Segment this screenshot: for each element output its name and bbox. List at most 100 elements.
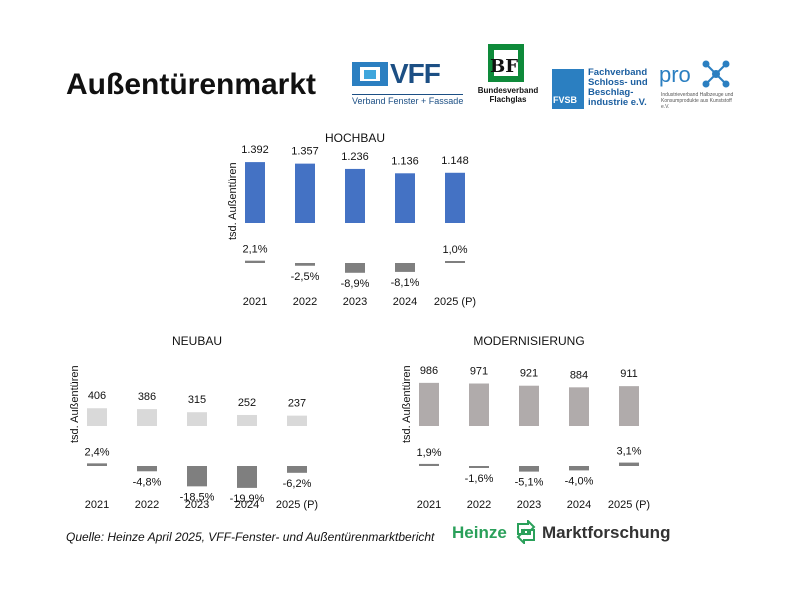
modernisierung-title: MODERNISIERUNG [473, 334, 584, 348]
modernisierung-value-label-4: 911 [620, 368, 638, 380]
modernisierung-value-label-2: 921 [520, 368, 538, 380]
fvsb-line2: Schloss- und [588, 77, 648, 88]
modernisierung-change-label-0: 1,9% [416, 447, 441, 459]
modernisierung-change-label-2: -5,1% [515, 477, 544, 489]
fvsb-line4: industrie e.V. [588, 97, 647, 108]
modernisierung-bar-0 [419, 382, 439, 426]
prok-logo-subtitle: Industrieverband Halbzeuge und Konsumpro… [661, 92, 734, 110]
modernisierung-value-label-3: 884 [570, 369, 588, 381]
fvsb-line3: Beschlag- [588, 87, 634, 98]
chart-neubau: NEUBAU tsd. Außentüren 406 2,4% 2021 386 -4,8%… [69, 334, 318, 511]
neubau-value-label-3: 252 [238, 397, 256, 409]
modernisierung-tick-label-0: 2021 [417, 499, 441, 511]
page-title: Außentürenmarkt [66, 68, 317, 101]
modernisierung-change-bar-4 [619, 462, 639, 466]
modernisierung-tick-label-1: 2022 [467, 499, 491, 511]
hochbau-value-label-3: 1.136 [391, 155, 419, 167]
chart-modernisierung: MODERNISIERUNG tsd. Außentüren 986 1,9% 2021… [401, 334, 650, 511]
hochbau-change-bar-3 [395, 263, 415, 272]
neubau-bar-2 [187, 412, 207, 426]
modernisierung-value-label-1: 971 [470, 366, 488, 378]
neubau-change-label-1: -4,8% [133, 476, 162, 488]
neubau-tick-label-1: 2022 [135, 499, 159, 511]
modernisierung-bar-4 [619, 386, 639, 426]
hochbau-value-label-4: 1.148 [441, 155, 469, 167]
modernisierung-change-label-3: -4,0% [565, 475, 594, 487]
hochbau-bar-0 [245, 162, 265, 223]
hochbau-bar-4 [445, 172, 465, 223]
vff-logo-subtitle: Verband Fenster + Fassade [352, 94, 464, 106]
prok-logo-mark [702, 60, 730, 88]
neubau-bar-4 [287, 415, 307, 426]
hochbau-value-label-1: 1.357 [291, 146, 319, 158]
hochbau-tick-label-3: 2024 [393, 296, 417, 308]
bf-logo-subtitle: Bundesverband Flachglas [463, 86, 553, 104]
modernisierung-bar-2 [519, 385, 539, 426]
modernisierung-change-label-1: -1,6% [465, 473, 494, 485]
bf-logo: BF Bundesverband Flachglas [463, 44, 553, 114]
source-note: Quelle: Heinze April 2025, VFF-Fenster- … [66, 530, 435, 544]
hochbau-change-bar-2 [345, 263, 365, 273]
hochbau-tick-label-0: 2021 [243, 296, 267, 308]
prok-logo-text: pro [659, 62, 691, 87]
hochbau-tick-label-2: 2023 [343, 296, 367, 308]
neubau-ylabel: tsd. Außentüren [69, 365, 81, 443]
hochbau-bar-3 [395, 173, 415, 223]
bf-sub-line1: Bundesverband [477, 86, 539, 95]
neubau-change-label-2: -18,5% [180, 491, 215, 503]
neubau-bar-3 [237, 414, 257, 426]
neubau-tick-label-4: 2025 (P) [276, 499, 318, 511]
neubau-value-label-4: 237 [288, 398, 306, 410]
fvsb-line1: Fachverband [588, 67, 648, 78]
hochbau-value-label-0: 1.392 [241, 144, 269, 156]
modernisierung-change-bar-0 [419, 463, 439, 466]
modernisierung-value-label-0: 986 [420, 365, 438, 377]
neubau-change-bar-1 [137, 466, 157, 472]
modernisierung-tick-label-2: 2023 [517, 499, 541, 511]
neubau-change-bar-4 [287, 466, 307, 473]
neubau-change-label-3: -19,9% [230, 493, 265, 505]
bf-logo-letters: BF [490, 56, 518, 77]
heinze-logo: Heinze Marktforschung [452, 520, 672, 550]
heinze-logo-subtext: Marktforschung [542, 523, 671, 542]
neubau-change-bar-3 [237, 466, 257, 488]
hochbau-tick-label-1: 2022 [293, 296, 317, 308]
bf-sub-line2: Flachglas [489, 95, 527, 104]
vff-logo-mark [352, 62, 392, 90]
neubau-change-bar-2 [187, 466, 207, 487]
heinze-logo-text: Heinze [452, 523, 507, 542]
neubau-value-label-1: 386 [138, 391, 156, 403]
hochbau-change-label-1: -2,5% [291, 271, 320, 283]
modernisierung-bar-3 [569, 387, 589, 426]
modernisierung-ylabel: tsd. Außentüren [401, 365, 413, 443]
hochbau-title: HOCHBAU [325, 131, 385, 145]
hochbau-change-label-0: 2,1% [242, 244, 267, 256]
neubau-bar-1 [137, 409, 157, 426]
fvsb-logo-text: Fachverband Schloss- und Beschlag- indus… [588, 68, 648, 108]
logo-bar: VFF Verband Fenster + Fassade BF Bundesv… [0, 44, 800, 114]
fvsb-logo: FVSB Fachverband Schloss- und Beschlag- … [552, 68, 652, 109]
neubau-title: NEUBAU [172, 334, 222, 348]
hochbau-change-label-2: -8,9% [341, 278, 370, 290]
modernisierung-tick-label-3: 2024 [567, 499, 591, 511]
neubau-bar-0 [87, 408, 107, 426]
modernisierung-tick-label-4: 2025 (P) [608, 499, 650, 511]
hochbau-bar-1 [295, 163, 315, 223]
neubau-change-label-0: 2,4% [84, 446, 109, 458]
neubau-change-bar-0 [87, 463, 107, 466]
neubau-value-label-2: 315 [188, 394, 206, 406]
neubau-tick-label-0: 2021 [85, 499, 109, 511]
hochbau-change-bar-4 [445, 261, 465, 263]
fvsb-logo-label: FVSB [553, 95, 578, 105]
hochbau-value-label-2: 1.236 [341, 151, 369, 163]
vff-logo: VFF Verband Fenster + Fassade [352, 58, 464, 112]
hochbau-change-label-3: -8,1% [391, 277, 420, 289]
neubau-change-label-4: -6,2% [283, 478, 312, 490]
hochbau-change-label-4: 1,0% [442, 244, 467, 256]
modernisierung-change-bar-1 [469, 466, 489, 468]
fvsb-logo-mark: FVSB [552, 69, 584, 109]
hochbau-ylabel: tsd. Außentüren [227, 162, 239, 240]
neubau-tick-label-2: 2023 [185, 499, 209, 511]
modernisierung-change-bar-3 [569, 466, 589, 471]
